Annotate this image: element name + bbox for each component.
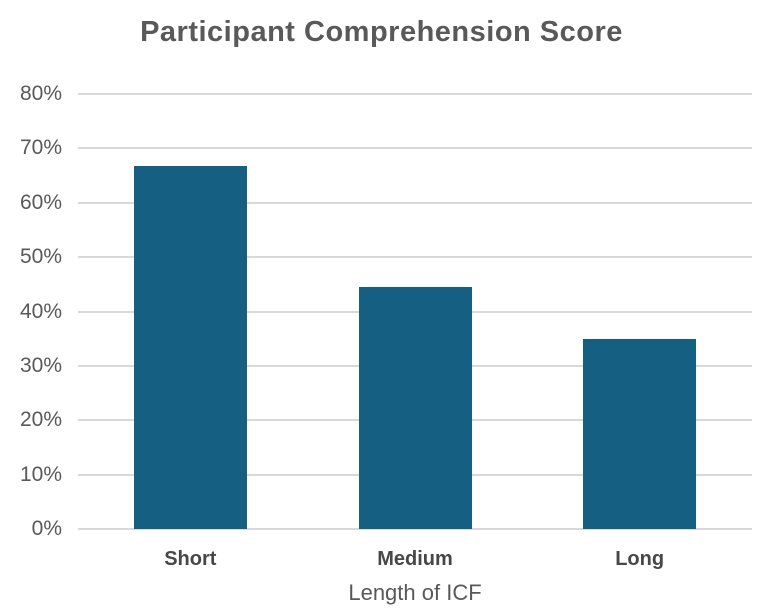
gridline-60 xyxy=(78,201,752,204)
plot-area xyxy=(78,93,752,530)
y-tick-label-80: 80% xyxy=(19,82,62,105)
x-category-label-medium: Medium xyxy=(377,548,453,570)
chart-title: Participant Comprehension Score xyxy=(140,16,623,48)
y-tick-label-70: 70% xyxy=(19,136,62,160)
x-category-label-long: Long xyxy=(615,548,665,570)
y-tick-label-20: 20% xyxy=(19,408,62,432)
x-axis-title: Length of ICF xyxy=(348,580,482,605)
y-tick-label-0: 0% xyxy=(31,517,62,540)
x-category-label-short: Short xyxy=(164,548,217,570)
x-axis-line xyxy=(78,528,752,530)
gridline-70 xyxy=(78,147,752,150)
bar-medium xyxy=(358,287,472,529)
bar-long xyxy=(583,338,697,529)
y-tick-label-10: 10% xyxy=(19,462,62,486)
gridline-80 xyxy=(78,93,752,95)
y-tick-label-50: 50% xyxy=(19,245,62,269)
gridline-50 xyxy=(78,256,752,259)
y-tick-label-40: 40% xyxy=(19,299,62,323)
y-tick-label-30: 30% xyxy=(19,353,62,377)
y-tick-label-60: 60% xyxy=(19,190,62,214)
bar-short xyxy=(133,166,247,529)
